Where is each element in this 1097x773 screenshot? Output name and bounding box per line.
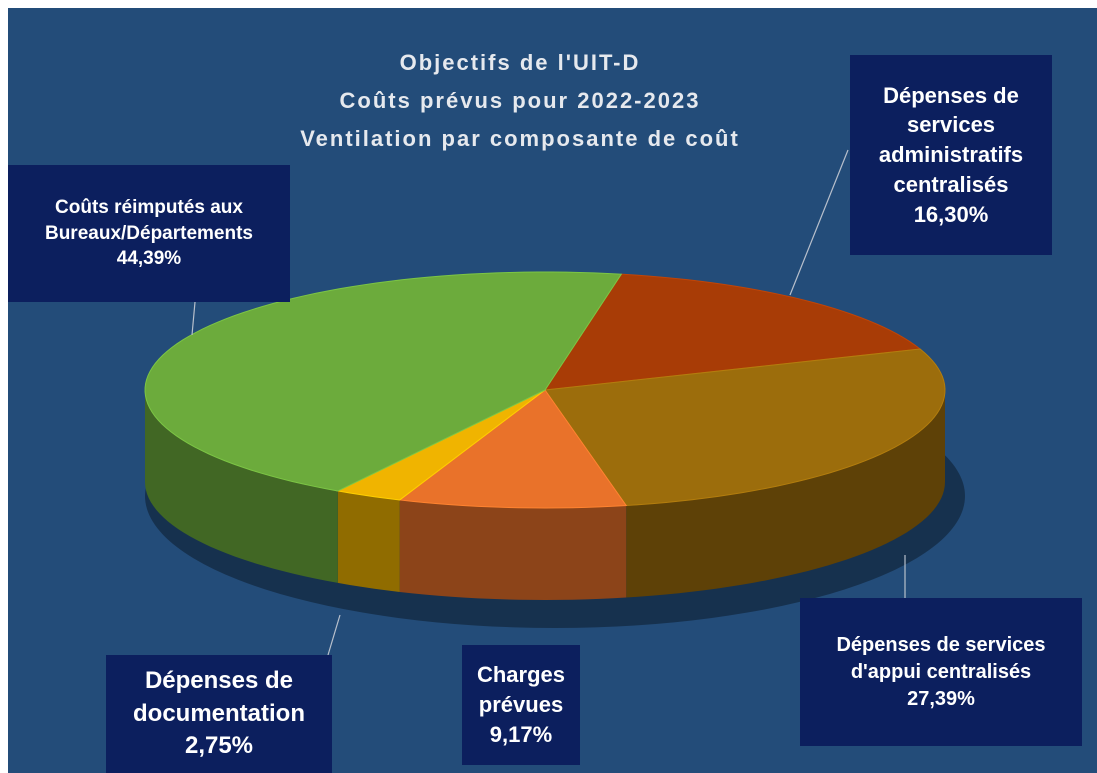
leader-line (327, 614, 341, 656)
category-label: Charges prévues (476, 662, 566, 718)
data-label: Dépenses de documentation 2,75% (106, 655, 332, 773)
slice (336, 389, 546, 501)
slice (544, 348, 946, 507)
slice-side (626, 390, 945, 598)
slice (543, 273, 922, 391)
chart-title: Ventilation par composante de coût (300, 126, 740, 151)
value-label: 9,17% (489, 721, 553, 747)
data-label: Dépenses de services d'appui centralisés… (800, 598, 1082, 746)
value-label: 27,39% (907, 687, 975, 710)
category-label: Dépenses de services administratifs cent… (878, 82, 1024, 197)
slice (144, 271, 623, 492)
chart-title: Coûts prévus pour 2022-2023 (339, 88, 701, 113)
data-label: Dépenses de services administratifs cent… (850, 55, 1052, 255)
value-label: 44,39% (116, 248, 182, 270)
leader-line (789, 149, 849, 296)
category-label: Dépenses de documentation (133, 667, 305, 727)
slice-side (337, 490, 400, 592)
data-label: Coûts réimputés aux Bureaux/Départements… (8, 165, 290, 302)
data-label: Charges prévues 9,17% (462, 645, 580, 765)
slice-side (399, 499, 627, 600)
category-label: Dépenses de services d'appui centralisés (836, 633, 1046, 683)
slice (398, 389, 628, 509)
value-label: 16,30% (913, 201, 989, 227)
category-label: Coûts réimputés aux Bureaux/Départements (44, 197, 254, 244)
slice-side (145, 390, 338, 583)
chart-title: Objectifs de l'UIT-D (399, 50, 641, 75)
value-label: 2,75% (184, 732, 254, 760)
leader-line (191, 301, 196, 336)
